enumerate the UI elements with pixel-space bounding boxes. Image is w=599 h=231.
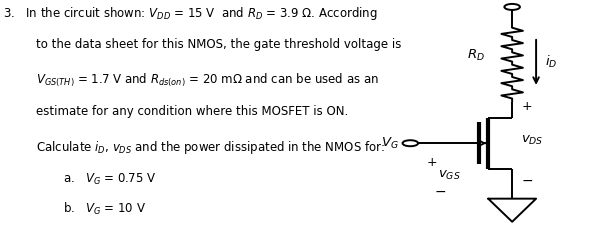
Text: Calculate $\mathit{i_D}$, $\mathit{v_{DS}}$ and the power dissipated in the NMOS: Calculate $\mathit{i_D}$, $\mathit{v_{DS… bbox=[36, 139, 385, 156]
Text: $V_G$: $V_G$ bbox=[380, 136, 398, 151]
Text: $+$: $+$ bbox=[426, 156, 437, 169]
Text: $v_{DS}$: $v_{DS}$ bbox=[521, 134, 544, 147]
Text: to the data sheet for this NMOS, the gate threshold voltage is: to the data sheet for this NMOS, the gat… bbox=[36, 38, 401, 51]
Text: 3.   In the circuit shown: $\mathit{V_{DD}}$ = 15 V  and $\mathit{R_D}$ = 3.9 Ω.: 3. In the circuit shown: $\mathit{V_{DD}… bbox=[3, 5, 377, 22]
Text: $-$: $-$ bbox=[521, 173, 533, 187]
Text: estimate for any condition where this MOSFET is ON.: estimate for any condition where this MO… bbox=[36, 105, 348, 118]
Text: a.   $\mathit{V_G}$ = 0.75 V: a. $\mathit{V_G}$ = 0.75 V bbox=[63, 172, 156, 187]
Text: b.   $\mathit{V_G}$ = 10 V: b. $\mathit{V_G}$ = 10 V bbox=[63, 201, 146, 217]
Text: $\mathit{V_{GS(TH)}}$ = 1.7 V and $\mathit{R_{ds(on)}}$ = 20 mΩ and can be used : $\mathit{V_{GS(TH)}}$ = 1.7 V and $\math… bbox=[36, 72, 379, 89]
Text: $+$: $+$ bbox=[521, 100, 533, 113]
Text: $v_{GS}$: $v_{GS}$ bbox=[438, 169, 461, 182]
Text: $R_D$: $R_D$ bbox=[467, 48, 485, 63]
Text: $-$: $-$ bbox=[434, 184, 446, 198]
Text: $i_D$: $i_D$ bbox=[545, 54, 558, 70]
